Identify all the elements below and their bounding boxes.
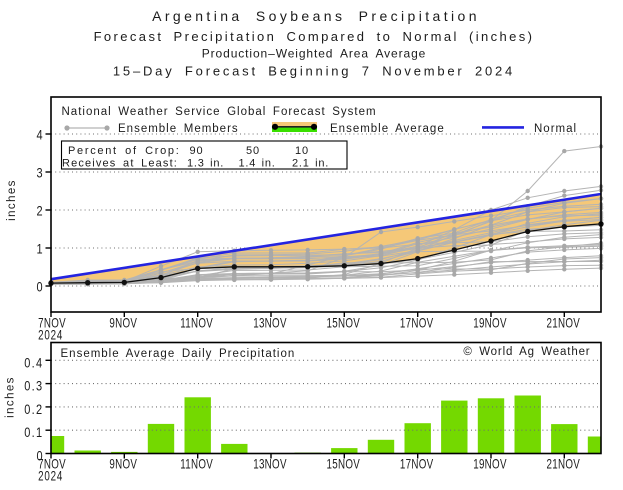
svg-text:2: 2 — [36, 203, 42, 218]
svg-text:Receives at Least:: Receives at Least: — [62, 158, 178, 170]
svg-text:9NOV: 9NOV — [109, 315, 137, 331]
svg-text:0.2: 0.2 — [24, 402, 43, 417]
svg-text:0: 0 — [36, 279, 42, 294]
svg-text:13NOV: 13NOV — [253, 315, 287, 331]
svg-text:0.4: 0.4 — [24, 355, 43, 370]
svg-text:Ensemble Average Daily Precipi: Ensemble Average Daily Precipitation — [61, 348, 296, 360]
svg-text:50: 50 — [246, 145, 260, 157]
svg-text:15–Day Forecast Beginning 7 No: 15–Day Forecast Beginning 7 November 202… — [113, 64, 515, 79]
svg-text:15NOV: 15NOV — [326, 456, 360, 472]
svg-text:21NOV: 21NOV — [546, 456, 580, 472]
svg-text:11NOV: 11NOV — [180, 456, 213, 472]
svg-text:17NOV: 17NOV — [400, 456, 434, 472]
svg-text:inches: inches — [6, 179, 18, 221]
svg-text:17NOV: 17NOV — [400, 315, 434, 331]
svg-text:2024: 2024 — [38, 468, 63, 484]
svg-text:0: 0 — [36, 448, 42, 463]
svg-text:7NOV: 7NOV — [38, 315, 66, 331]
svg-text:21NOV: 21NOV — [546, 315, 580, 331]
svg-text:7NOV: 7NOV — [38, 456, 66, 472]
svg-text:Ensemble Members: Ensemble Members — [118, 123, 239, 135]
svg-text:13NOV: 13NOV — [253, 456, 287, 472]
svg-text:10: 10 — [295, 145, 309, 157]
svg-text:2.1 in.: 2.1 in. — [292, 158, 329, 170]
svg-text:National Weather Service Globa: National Weather Service Global Forecast… — [62, 106, 377, 118]
svg-text:0.3: 0.3 — [24, 378, 43, 393]
svg-text:Production–Weighted Area Avera: Production–Weighted Area Average — [202, 47, 427, 61]
svg-text:1.3 in.: 1.3 in. — [187, 158, 224, 170]
svg-text:Forecast Precipitation Compare: Forecast Precipitation Compared to Norma… — [94, 29, 535, 44]
svg-text:Percent of Crop:: Percent of Crop: — [68, 145, 181, 157]
svg-text:1.4 in.: 1.4 in. — [239, 158, 276, 170]
svg-text:3: 3 — [36, 165, 42, 180]
svg-text:1: 1 — [36, 241, 42, 256]
svg-text:19NOV: 19NOV — [473, 315, 507, 331]
svg-text:11NOV: 11NOV — [180, 315, 213, 331]
svg-text:90: 90 — [189, 145, 203, 157]
svg-text:© World Ag Weather: © World Ag Weather — [463, 346, 590, 358]
svg-text:2024: 2024 — [38, 327, 63, 343]
svg-text:4: 4 — [36, 127, 42, 142]
svg-text:Argentina Soybeans Precipitati: Argentina Soybeans Precipitation — [152, 8, 480, 24]
svg-text:0.1: 0.1 — [24, 425, 43, 440]
svg-text:Ensemble Average: Ensemble Average — [330, 123, 445, 135]
svg-text:9NOV: 9NOV — [109, 456, 137, 472]
svg-text:Normal: Normal — [534, 123, 577, 135]
svg-text:inches: inches — [5, 376, 17, 418]
svg-text:15NOV: 15NOV — [326, 315, 360, 331]
svg-text:19NOV: 19NOV — [473, 456, 507, 472]
